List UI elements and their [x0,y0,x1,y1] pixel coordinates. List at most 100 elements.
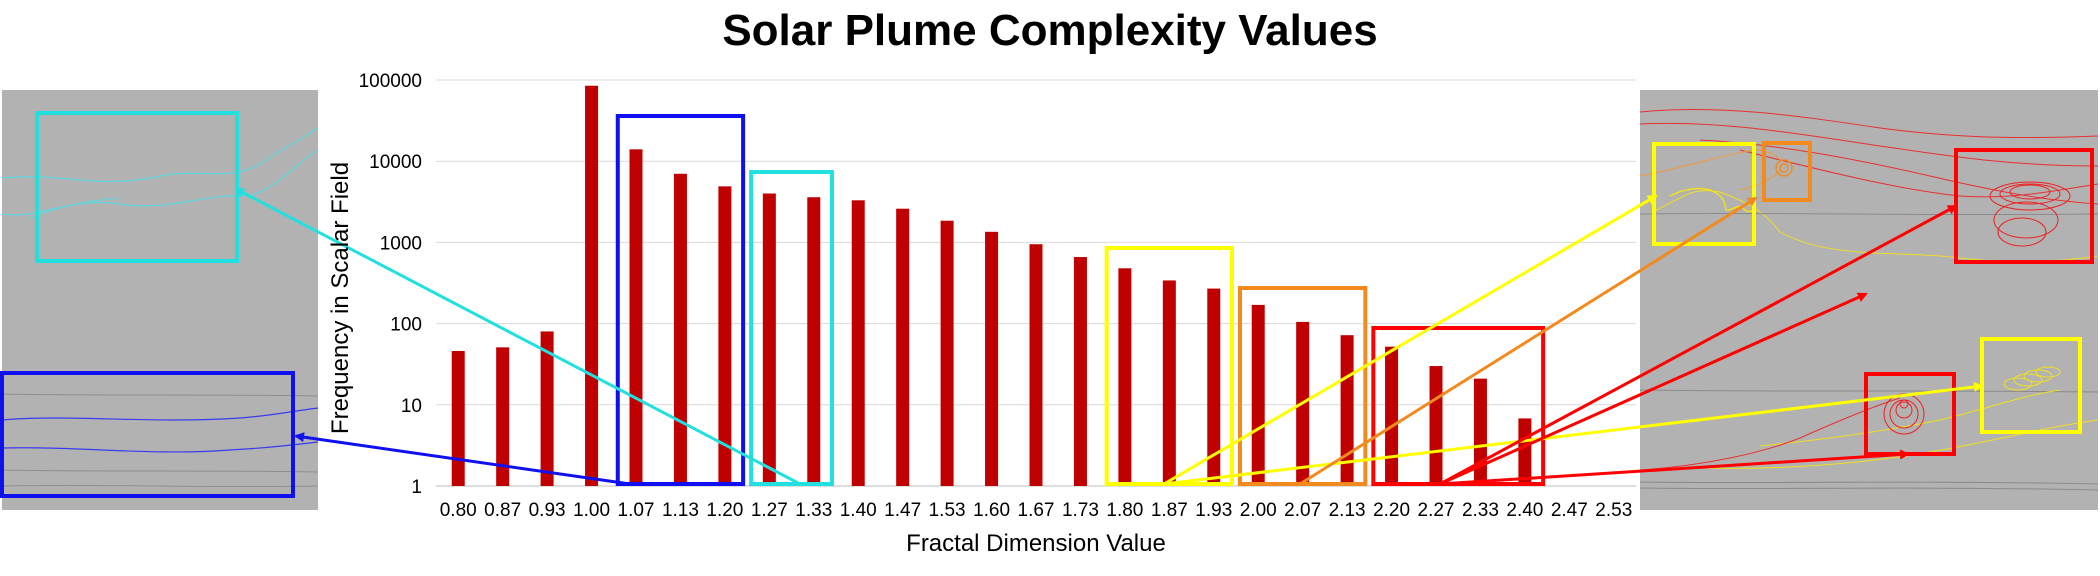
y-axis-label: Frequency in Scalar Field [327,162,354,434]
swirl-ring [1999,183,2061,205]
red-field-line [1639,122,2099,167]
cyan-highlight-box [749,170,834,486]
coil-ring [2003,377,2033,391]
swirl-ring [1989,181,2071,211]
bar [762,193,776,486]
gray-field-line [1639,389,2099,393]
swirl-ring [1899,399,1909,409]
bar [1340,335,1354,486]
cyan-inset-box [35,111,239,263]
blue-inset-box [0,371,295,498]
bar [985,231,999,486]
yellow-inset-box [1652,142,1756,246]
connector-arrows [234,187,1984,486]
cyan-field-line [1,127,319,183]
x-tick-label: 2.27 [1418,500,1455,521]
orange-arrow [1299,196,1758,486]
x-tick-label: 2.47 [1551,500,1588,521]
x-tick-label: 1.93 [1195,500,1232,521]
gray-field-line [1639,487,2099,491]
swirl-ring [1993,201,2059,239]
x-tick-label: 1.80 [1106,500,1143,521]
gray-field-line [1639,212,2099,216]
x-tick-label: 2.33 [1462,500,1499,521]
bar [1118,268,1132,486]
bar [629,149,643,486]
x-tick-label: 1.27 [751,500,788,521]
blue-arrow [294,432,631,486]
bar [1207,288,1221,486]
y-tick-label: 1000 [380,233,422,254]
yellow-arrow [1163,381,1984,486]
x-tick-label: 1.87 [1151,500,1188,521]
x-tick-label: 1.13 [662,500,699,521]
chart-title: Solar Plume Complexity Values [722,6,1378,55]
y-tick-label: 10 [401,396,422,417]
yellow-arrow [1163,194,1658,486]
red-inset-box [1864,372,1956,456]
bar [1073,257,1087,486]
red-swirl-upper [1989,181,2071,247]
x-tick-label: 1.20 [706,500,743,521]
gray-field-line [1,393,319,397]
x-tick-label: 0.80 [440,500,477,521]
bar [585,85,599,486]
bar [540,331,554,486]
yellow-field-line [1759,389,2061,447]
bar [1473,378,1487,486]
bar [673,173,687,486]
x-tick-label: 2.00 [1240,500,1277,521]
cyan-arrow [234,187,801,486]
x-tick-label: 1.40 [840,500,877,521]
gray-field-line [1,484,319,488]
x-tick-label: 2.53 [1595,500,1632,521]
red-arrow [1439,204,1958,486]
red-field-line [1639,397,1901,471]
bar [1385,346,1399,486]
bar [940,220,954,486]
x-tick-label: 2.13 [1329,500,1366,521]
x-tick-labels: 0.80 0.87 0.93 1.00 1.07 1.13 1.20 1.27 1.33 1.40… [440,500,1633,521]
y-tick-labels: 1 10 100 1000 10000 100000 [359,71,422,498]
gray-field-line [1,469,319,473]
blue-field-line [1,441,319,453]
bar [1429,366,1443,486]
red-arrow [1439,449,1910,486]
y-tick-label: 100 [390,315,422,336]
left-field-lines [1,127,319,488]
swirl-ring [1895,401,1913,419]
coil-ring [2035,366,2061,378]
right-inset-images [1639,90,2099,510]
red-arrow [1439,292,1868,486]
x-tick-label: 2.20 [1373,500,1410,521]
x-tick-label: 1.53 [929,500,966,521]
bar [1518,418,1532,486]
y-tick-label: 100000 [359,71,422,92]
x-tick-label: 1.60 [973,500,1010,521]
yellow-field-line [1669,187,1755,213]
orange-swirl [1775,159,1793,177]
y-tick-label: 1 [411,477,422,498]
swirl-ring [1775,159,1793,177]
coil-ring [2023,369,2053,383]
bars [451,85,1532,486]
bar [1029,244,1043,486]
bar [451,350,465,486]
blue-highlight-box [615,114,746,486]
cyan-field-line [1,149,319,216]
x-tick-label: 2.07 [1284,500,1321,521]
bar [851,200,865,486]
bar [496,347,510,486]
x-tick-label: 1.73 [1062,500,1099,521]
red-highlight-box [1371,326,1546,486]
x-tick-label: 0.93 [529,500,566,521]
bar [896,208,910,486]
x-tick-label: 1.00 [573,500,610,521]
x-tick-label: 0.87 [484,500,521,521]
x-axis-label: Fractal Dimension Value [906,530,1166,557]
x-tick-label: 1.07 [618,500,655,521]
gray-field-line [1639,481,2099,485]
red-field-line [1739,149,2099,198]
right-inset-panel [1640,90,2098,510]
